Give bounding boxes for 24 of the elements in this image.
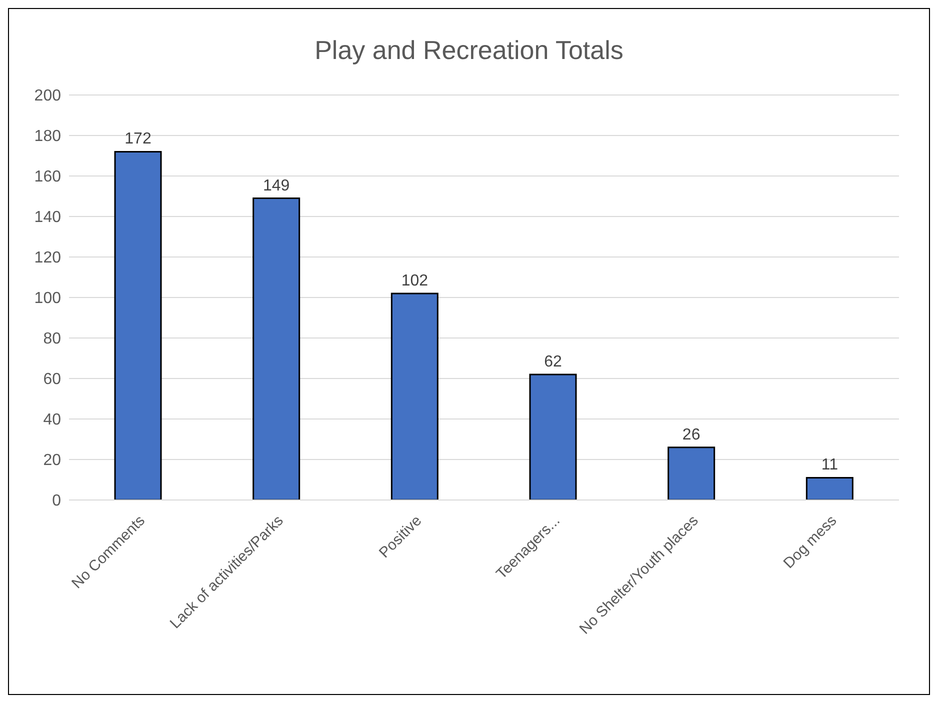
chart-title: Play and Recreation Totals (314, 34, 624, 67)
y-tick-label: 160 (34, 168, 62, 186)
data-label: 11 (821, 456, 838, 474)
y-tick-label: 120 (34, 250, 62, 267)
y-tick-label: 60 (43, 371, 62, 388)
y-tick-label: 20 (43, 452, 62, 470)
data-label: 62 (544, 353, 562, 370)
y-tick-label: 40 (43, 412, 62, 429)
bar (806, 476, 854, 500)
data-label: 172 (124, 130, 152, 148)
bar (529, 374, 577, 500)
y-tick-label: 180 (34, 128, 62, 146)
data-label: 102 (401, 272, 428, 290)
bar (252, 198, 300, 500)
y-tick-label: 100 (34, 290, 62, 308)
y-tick-label: 140 (34, 209, 62, 226)
bar (668, 446, 716, 500)
data-label: 149 (262, 177, 290, 194)
y-tick-label: 80 (43, 330, 62, 348)
bar (390, 292, 438, 500)
y-tick-label: 0 (52, 492, 62, 510)
data-label: 26 (682, 426, 700, 444)
y-tick-label: 200 (34, 88, 62, 105)
bar (114, 150, 162, 500)
